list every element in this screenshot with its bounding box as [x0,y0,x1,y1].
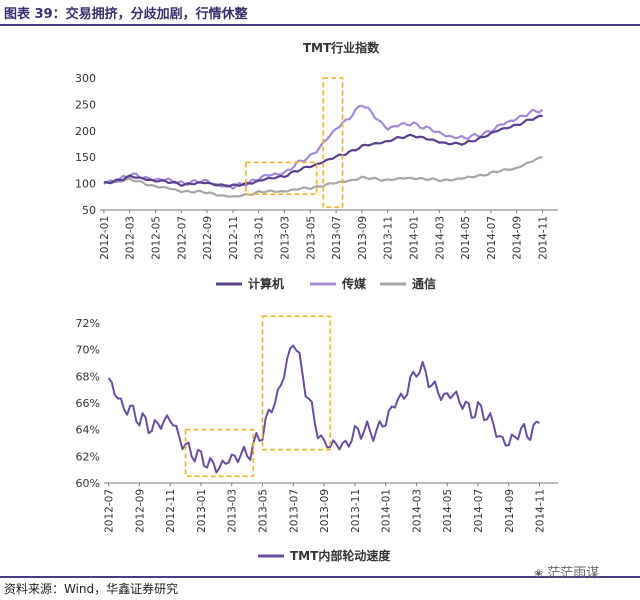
chart1-y-tick: 150 [75,151,96,164]
chart2-y-tick: 72% [76,317,100,330]
chart1-x-tick: 2014-09 [512,216,524,260]
chart2-x-tick: 2014-03 [411,489,423,533]
chart1-x-tick: 2013-09 [357,216,369,260]
chart1-legend-label: 传媒 [341,276,367,291]
chart1-x-tick: 2014-03 [434,216,446,260]
chart2-x-tick: 2014-09 [504,489,516,533]
chart1-x-tick: 2013-07 [331,216,343,260]
chart2-y-tick: 60% [76,477,100,490]
chart1-x-tick: 2012-07 [176,216,188,260]
chart1-series-computer [103,114,543,188]
wechat-icon: ❀ [534,567,544,580]
chart1-y-tick: 50 [82,204,96,217]
chart1-x-tick: 2013-05 [305,216,317,260]
chart2-x-tick: 2014-07 [473,489,485,533]
chart2-legend-label: TMT内部轮动速度 [290,548,391,563]
chart2-x-tick: 2012-07 [104,489,116,533]
chart1-highlight-box-1 [244,161,318,195]
chart2-y-tick: 62% [76,450,100,463]
chart2-x-tick: 2013-11 [350,489,362,533]
chart1-y-tick: 250 [75,98,96,111]
chart2-x-tick: 2014-11 [535,489,547,533]
chart1-x-tick: 2014-07 [486,216,498,260]
chart1-legend-label: 通信 [412,276,436,291]
watermark: ❀ 茫茫雨谋 [534,562,599,581]
chart2-y-tick: 66% [76,397,100,410]
chart2-x-tick: 2012-09 [134,489,146,533]
chart2-x-tick: 2014-05 [442,489,454,533]
header-rule [0,24,640,26]
chart1-x-tick: 2014-01 [409,216,421,260]
chart1-x-tick: 2012-03 [125,216,137,260]
chart2-y-tick: 70% [76,344,100,357]
chart2-x-tick: 2014-01 [381,489,393,533]
chart1-x-tick: 2014-11 [538,216,550,260]
chart1-x-tick: 2013-11 [383,216,395,260]
chart2-y-tick: 68% [76,370,100,383]
chart1-x-tick: 2013-03 [279,216,291,260]
figure-title: 图表 39：交易拥挤，分歧加剧，行情休整 [4,7,248,22]
chart2-x-tick: 2013-03 [227,489,239,533]
chart1-y-tick: 200 [75,125,96,138]
chart1-title: TMT行业指数 [303,40,380,55]
chart2-highlight-box-2 [261,315,332,451]
chart1-y-tick: 300 [75,72,96,85]
chart2-x-tick: 2012-11 [165,489,177,533]
chart1-x-tick: 2014-05 [460,216,472,260]
chart1-x-tick: 2012-09 [202,216,214,260]
source-note: 资料来源：Wind，华鑫证券研究 [4,582,179,596]
chart1-x-tick: 2012-05 [150,216,162,260]
chart1-x-tick: 2012-11 [228,216,240,260]
chart1-x-tick: 2013-01 [254,216,266,260]
chart1-legend-label: 计算机 [248,276,284,291]
chart1-y-tick: 100 [75,178,96,191]
chart2-x-tick: 2013-07 [288,489,300,533]
chart2-x-tick: 2013-01 [196,489,208,533]
chart2-x-tick: 2013-09 [319,489,331,533]
footer-rule [0,576,640,578]
chart1-x-tick: 2012-01 [99,216,111,260]
watermark-text: 茫茫雨谋 [547,566,600,581]
chart2-series-rotation [107,344,540,474]
chart1-highlight-box-2 [322,77,344,209]
chart2-y-tick: 64% [76,424,100,437]
chart2-x-tick: 2013-05 [258,489,270,533]
chart2-highlight-box-1 [184,428,255,478]
